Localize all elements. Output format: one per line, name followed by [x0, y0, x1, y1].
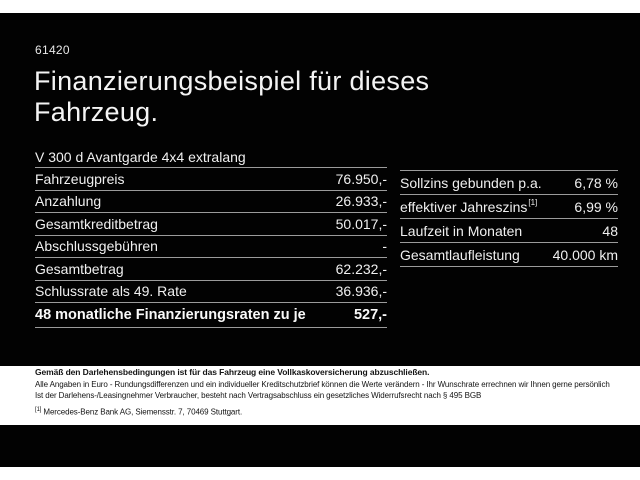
table-row: Sollzins gebunden p.a. 6,78 % [400, 171, 618, 195]
row-value: 48 [602, 222, 618, 239]
table-row: Anzahlung 26.933,- [35, 191, 387, 213]
footnote-marker: [1] [35, 407, 42, 413]
document-bottom-strip [0, 425, 640, 467]
table-row: Fahrzeugpreis 76.950,- [35, 168, 387, 191]
letterbox-bottom-bar [0, 467, 640, 480]
row-label: Gesamtkreditbetrag [35, 215, 158, 232]
monthly-rate-total-row: 48 monatliche Finanzierungsraten zu je 5… [35, 303, 387, 328]
fine-print-insurance-note: Gemäß den Darlehensbedingungen ist für d… [35, 367, 430, 377]
row-value: 6,78 % [574, 174, 618, 191]
fine-print-withdrawal-note: Ist der Darlehens-/Leasingnehmer Verbrau… [35, 391, 482, 400]
row-value: 36.936,- [335, 283, 387, 300]
offer-id-number: 61420 [35, 43, 70, 57]
fine-print-bank-footnote: [1] Mercedes-Benz Bank AG, Siemensstr. 7,… [35, 407, 243, 417]
row-label: Gesamtlaufleistung [400, 246, 520, 263]
fine-print-section [0, 366, 640, 425]
row-label: Laufzeit in Monaten [400, 222, 523, 239]
row-label: 48 monatliche Finanzierungsraten zu je [35, 307, 306, 323]
vehicle-model-subtitle: V 300 d Avantgarde 4x4 extralang [35, 149, 246, 165]
row-label: Fahrzeugpreis [35, 170, 125, 187]
letterbox-top-bar [0, 0, 640, 13]
row-value: - [382, 238, 387, 255]
row-label: Anzahlung [35, 193, 102, 210]
row-value: 76.950,- [335, 170, 387, 187]
table-row: Gesamtlaufleistung 40.000 km [400, 243, 618, 267]
table-row: Abschlussgebühren - [35, 236, 387, 258]
row-label: Gesamtbetrag [35, 260, 124, 277]
row-label: Schlussrate als 49. Rate [35, 283, 187, 300]
row-value: 6,99 % [574, 198, 618, 215]
row-label: Sollzins gebunden p.a. [400, 174, 542, 191]
table-row: Schlussrate als 49. Rate 36.936,- [35, 281, 387, 303]
table-row: Gesamtkreditbetrag 50.017,- [35, 213, 387, 236]
row-value: 40.000 km [552, 246, 618, 263]
page-title: Finanzierungsbeispiel für dieses Fahrzeu… [34, 66, 430, 127]
table-row: effektiver Jahreszins[1] 6,99 % [400, 195, 618, 219]
conditions-table: Sollzins gebunden p.a. 6,78 % effektiver… [400, 170, 618, 267]
row-value: 527,- [353, 307, 387, 323]
row-value: 26.933,- [335, 193, 387, 210]
table-row: Gesamtbetrag 62.232,- [35, 258, 387, 281]
row-label: effektiver Jahreszins[1] [400, 197, 538, 215]
row-value: 62.232,- [335, 260, 387, 277]
fine-print-general-note: Alle Angaben in Euro - Rundungsdifferenz… [35, 380, 610, 389]
table-row: Laufzeit in Monaten 48 [400, 219, 618, 243]
footnote-reference: [1] [528, 197, 538, 207]
row-label: Abschlussgebühren [35, 238, 158, 255]
row-value: 50.017,- [335, 215, 387, 232]
document-dark-section: 61420 Finanzierungsbeispiel für dieses F… [0, 13, 640, 366]
financing-table: Fahrzeugpreis 76.950,- Anzahlung 26.933,… [35, 167, 387, 328]
